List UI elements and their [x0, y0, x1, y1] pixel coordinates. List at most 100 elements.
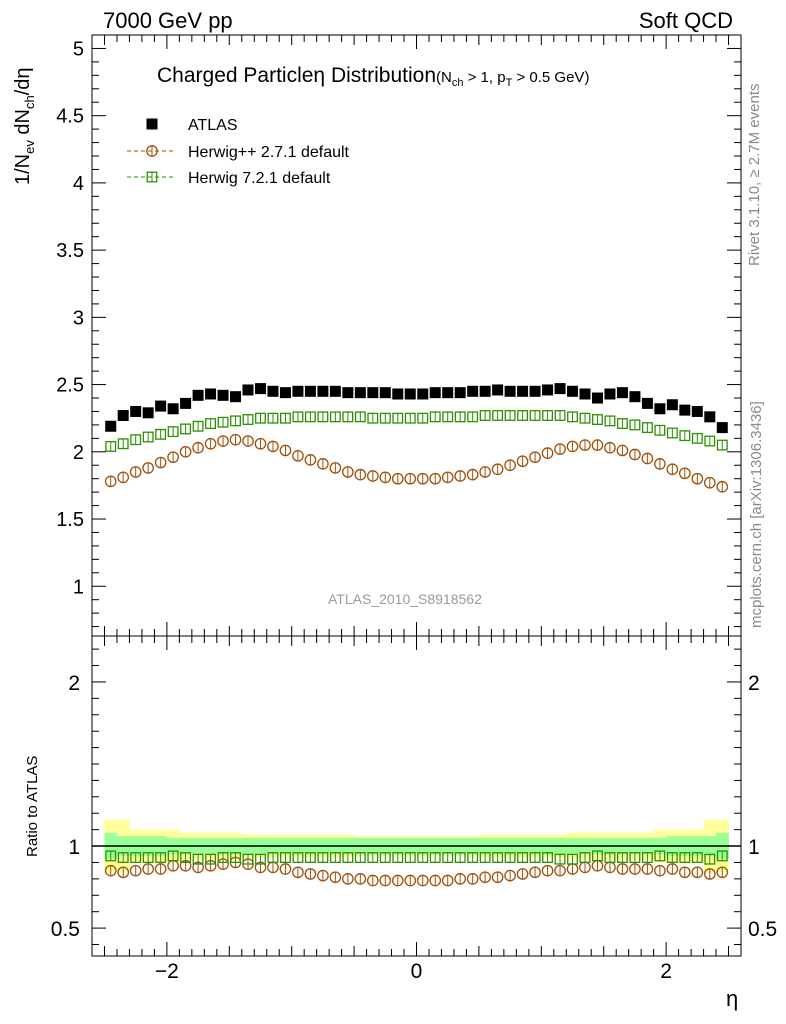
data-point-series-1 — [329, 462, 342, 474]
ratio-point-series-0 — [479, 871, 491, 884]
ratio-point-series-0 — [641, 863, 654, 875]
data-point-series-2 — [641, 422, 653, 434]
ratio-point-series-1 — [230, 852, 241, 863]
ratio-point-series-0 — [616, 863, 629, 875]
header-left: 7000 GeV pp — [103, 8, 233, 33]
data-point-series-0 — [304, 385, 316, 397]
x-tick-label: −2 — [155, 960, 179, 983]
ratio-point-series-1 — [242, 853, 254, 865]
ratio-point-series-0 — [404, 874, 417, 887]
data-point-series-1 — [566, 440, 579, 453]
ratio-uncertainty-bands — [92, 819, 741, 873]
data-point-series-0 — [504, 385, 516, 397]
data-point-series-2 — [579, 412, 591, 424]
data-point-series-0 — [467, 385, 479, 397]
ratio-point-series-0 — [504, 869, 516, 882]
ratio-point-series-1 — [292, 852, 304, 863]
data-point-series-2 — [454, 411, 466, 423]
data-point-series-0 — [354, 387, 366, 399]
data-point-series-1 — [516, 455, 529, 468]
ratio-point-series-0 — [654, 864, 666, 877]
ratio-point-series-0 — [703, 868, 716, 880]
data-point-series-0 — [130, 405, 142, 417]
legend-label: ATLAS — [188, 117, 238, 134]
data-point-series-0 — [142, 407, 154, 419]
data-point-series-1 — [317, 458, 329, 470]
data-point-series-1 — [529, 451, 541, 464]
data-point-series-1 — [716, 480, 729, 493]
data-point-series-0 — [704, 411, 716, 423]
data-point-series-0 — [192, 389, 204, 401]
ratio-point-series-1 — [192, 853, 204, 865]
ratio-tick-label-right: 2 — [748, 672, 760, 695]
data-point-series-0 — [666, 399, 678, 411]
data-point-series-2 — [242, 414, 254, 425]
ratio-point-series-0 — [691, 866, 704, 879]
ratio-point-series-1 — [379, 852, 391, 863]
data-point-series-2 — [142, 431, 154, 443]
data-point-series-1 — [579, 439, 591, 451]
data-point-series-2 — [504, 410, 516, 421]
data-point-series-0 — [654, 403, 666, 415]
ratio-tick-label-left: 2 — [68, 672, 80, 695]
data-point-series-2 — [517, 410, 529, 421]
mcplots-label: mcplots.cern.ch [arXiv:1306.3436] — [748, 401, 765, 628]
data-point-series-0 — [329, 385, 341, 397]
ratio-point-series-0 — [104, 864, 117, 877]
ratio-point-series-1 — [579, 852, 591, 863]
title-suffix: Distribution — [330, 64, 436, 87]
ratio-point-series-1 — [467, 852, 479, 863]
data-point-series-1 — [454, 470, 467, 482]
data-point-series-1 — [404, 472, 417, 485]
data-point-series-2 — [492, 410, 504, 421]
ratio-point-series-1 — [392, 852, 404, 863]
data-point-series-0 — [579, 388, 591, 400]
data-point-series-1 — [429, 472, 442, 485]
data-point-series-2 — [267, 412, 279, 424]
data-point-series-2 — [317, 411, 329, 423]
data-point-series-1 — [466, 468, 479, 481]
data-point-series-1 — [167, 451, 179, 464]
data-point-series-1 — [217, 435, 229, 447]
data-point-series-1 — [379, 471, 392, 484]
ratio-point-series-0 — [279, 863, 292, 875]
data-point-series-2 — [217, 416, 229, 428]
data-point-series-0 — [417, 388, 429, 400]
ratio-point-series-1 — [654, 850, 666, 862]
ratio-point-series-1 — [454, 852, 466, 863]
legend-label: Herwig++ 2.7.1 default — [188, 144, 350, 161]
ratio-point-series-0 — [529, 866, 541, 879]
data-point-series-0 — [567, 385, 579, 397]
ratio-point-series-1 — [217, 852, 229, 863]
analysis-tag: ATLAS_2010_S8918562 — [328, 591, 482, 607]
data-point-series-1 — [129, 466, 142, 478]
ratio-point-series-0 — [342, 873, 354, 885]
ratio-point-series-1 — [142, 852, 154, 863]
data-point-series-2 — [130, 434, 142, 446]
x-tick-label: 2 — [660, 960, 672, 983]
data-point-series-0 — [429, 387, 441, 399]
ratio-point-series-1 — [567, 853, 578, 865]
ratio-point-series-0 — [292, 866, 304, 879]
ratio-point-series-1 — [479, 852, 491, 863]
data-point-series-1 — [541, 447, 554, 459]
data-point-series-0 — [205, 388, 217, 400]
data-point-series-0 — [367, 387, 379, 399]
data-point-series-0 — [167, 403, 179, 415]
data-point-series-2 — [180, 423, 192, 435]
data-point-series-0 — [454, 387, 466, 399]
data-point-series-0 — [517, 385, 529, 397]
y-tick-label: 1.5 — [56, 509, 84, 531]
ratio-point-series-0 — [666, 863, 679, 875]
data-point-series-0 — [442, 387, 454, 399]
rivet-version-label: Rivet 3.1.10, ≥ 2.7M events — [746, 83, 763, 267]
data-point-series-0 — [629, 391, 641, 403]
data-point-series-2 — [230, 415, 241, 427]
data-point-series-1 — [678, 467, 691, 480]
ratio-point-series-1 — [504, 852, 516, 863]
legend-label: Herwig 7.2.1 default — [188, 170, 331, 187]
ratio-point-series-1 — [716, 850, 728, 862]
data-point-series-1 — [441, 471, 454, 484]
data-point-series-2 — [417, 412, 429, 424]
